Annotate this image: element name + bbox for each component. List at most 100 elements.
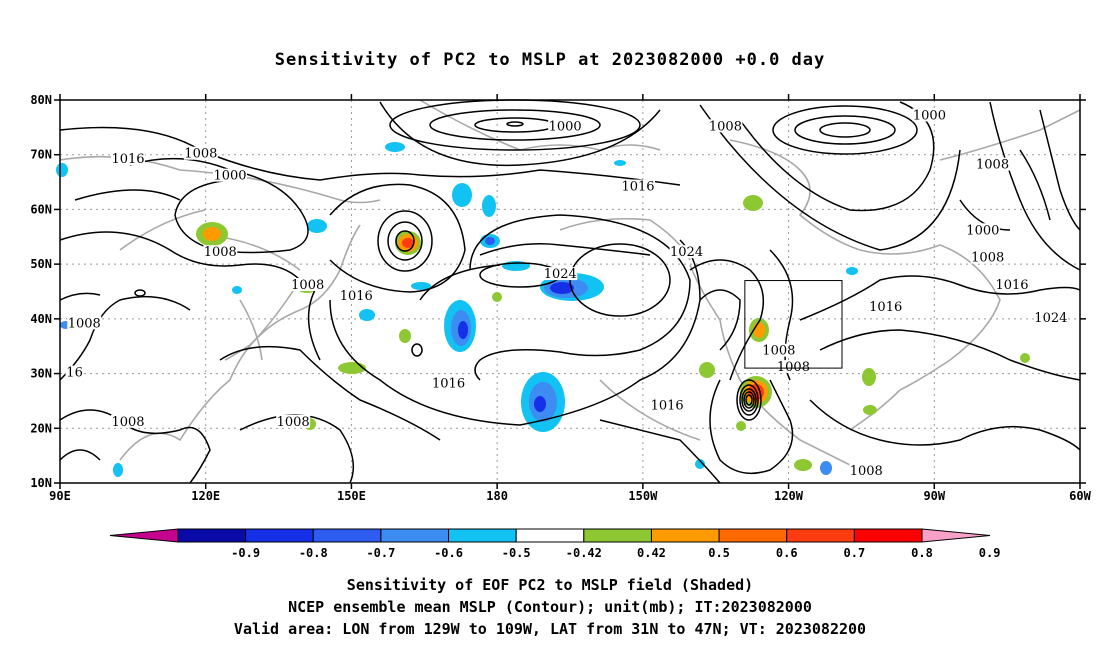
contour-label-bg xyxy=(621,179,655,193)
contour-label: 1016 xyxy=(340,289,373,304)
contour-labels: 1016 1008 1000 1008 1000 1008 1000 1008 1016 1024… xyxy=(65,108,1068,479)
colorbar-high-arrow xyxy=(921,528,991,543)
caption-line-3: Valid area: LON from 129W to 109W, LAT f… xyxy=(233,620,867,638)
contour-label: 1016 xyxy=(432,377,465,392)
lat-tick-label: 10N xyxy=(30,476,52,490)
mslp-contours xyxy=(59,99,1081,484)
contour-label: 1008 xyxy=(204,245,237,260)
contour-label: 1008 xyxy=(111,415,144,430)
lat-tick-label: 60N xyxy=(30,202,52,216)
contour-label: 1000 xyxy=(966,223,999,238)
colorbar-tick-label: 0.9 xyxy=(979,546,1001,560)
contour-label-bg xyxy=(543,267,578,281)
colorbar-tick-label: -0.7 xyxy=(366,546,395,560)
lon-tick-label: 150W xyxy=(628,489,658,503)
colorbar-tick-label: -0.6 xyxy=(434,546,463,560)
contour-label-bg xyxy=(276,414,311,428)
caption-line-2: NCEP ensemble mean MSLP (Contour); unit(… xyxy=(288,598,812,616)
lat-tick-label: 80N xyxy=(30,93,52,107)
contour-label-bg xyxy=(868,299,903,313)
colorbar-segment xyxy=(786,528,855,543)
contour-label-bg xyxy=(708,119,743,133)
figure-captions: Sensitivity of EOF PC2 to MSLP field (Sh… xyxy=(0,574,1100,640)
colorbar-segment xyxy=(650,528,720,543)
contour-label-bg xyxy=(970,250,1005,264)
contour-label: 1016 xyxy=(995,278,1028,293)
contour-label: 1000 xyxy=(213,169,246,184)
caption-line-1: Sensitivity of EOF PC2 to MSLP field (Sh… xyxy=(346,576,754,594)
contour-label-bg xyxy=(975,157,1010,171)
colorbar-low-arrow xyxy=(109,528,179,543)
colorbar-tick-label: -0.5 xyxy=(502,546,531,560)
lon-tick-label: 90E xyxy=(49,489,71,503)
colorbar-tick-label: -0.9 xyxy=(231,546,260,560)
colorbar-segment xyxy=(380,528,450,543)
colorbar-tick-label: 0.8 xyxy=(911,546,933,560)
contour-label-bg xyxy=(111,414,145,428)
contour-label-bg xyxy=(1033,310,1068,324)
contour-label-bg xyxy=(183,146,218,160)
contour-label-bg xyxy=(111,152,145,166)
colorbar-tick-label: 0.5 xyxy=(708,546,730,560)
colorbar-tick-label: -0.42 xyxy=(566,546,602,560)
colorbar-segment xyxy=(515,528,585,543)
contour-label: 1008 xyxy=(762,344,795,359)
contour-label-bg xyxy=(213,168,247,182)
contour-label-bg xyxy=(290,278,325,292)
contour-label-bg xyxy=(431,376,466,390)
contour-label: 1016 xyxy=(869,300,902,315)
contour-label: 1008 xyxy=(277,415,310,430)
lat-tick-label: 70N xyxy=(30,148,52,162)
colorbar-tick-label: 0.6 xyxy=(776,546,798,560)
lon-tick-label: 90W xyxy=(923,489,945,503)
contour-label-bg xyxy=(548,119,583,133)
contour-label: 1000 xyxy=(549,119,582,134)
contour-label-bg xyxy=(965,223,1000,237)
contour-label-bg xyxy=(339,288,374,302)
colorbar-segment xyxy=(245,528,314,543)
contour-label-bg xyxy=(761,343,796,357)
contour-label: 1016 xyxy=(651,398,684,413)
contour-label-bg xyxy=(650,398,685,412)
lon-tick-label: 60W xyxy=(1069,489,1091,503)
contour-label: 1000 xyxy=(913,108,946,123)
contour-label: 16 xyxy=(66,366,83,381)
lon-tick-label: 120E xyxy=(191,489,220,503)
chart-title: Sensitivity of PC2 to MSLP at 2023082000… xyxy=(274,50,826,70)
lat-tick-label: 50N xyxy=(30,257,52,271)
lon-tick-label: 150E xyxy=(337,489,366,503)
contour-label-bg xyxy=(912,108,947,122)
contour-label-bg xyxy=(776,360,811,374)
contour-label: 1008 xyxy=(709,119,742,134)
contour-label-bg xyxy=(669,245,704,259)
contour-label: 1008 xyxy=(976,158,1009,173)
lon-tick-label: 180 xyxy=(486,489,508,503)
colorbar-segment xyxy=(583,528,652,543)
contour-label-bg xyxy=(995,278,1029,292)
colorbar: -0.9 -0.8 -0.7 -0.6 -0.5 -0.42 0.42 0.5 0.6 0.7 0.… xyxy=(109,528,1001,560)
contour-label: 1008 xyxy=(971,251,1004,266)
lon-tick-label: 120W xyxy=(774,489,804,503)
contour-label-bg xyxy=(849,464,884,478)
colorbar-segment xyxy=(312,528,382,543)
colorbar-segment xyxy=(448,528,517,543)
lat-tick-label: 30N xyxy=(30,367,52,381)
colorbar-tick-label: 0.7 xyxy=(844,546,866,560)
contour-label: 1008 xyxy=(291,278,324,293)
colorbar-segment xyxy=(718,528,788,543)
colorbar-segment xyxy=(853,528,923,543)
lat-tick-label: 20N xyxy=(30,421,52,435)
contour-label: 1008 xyxy=(68,316,101,331)
valid-area-box xyxy=(744,280,843,369)
colorbar-tick-label: -0.8 xyxy=(299,546,328,560)
contour-label-bg xyxy=(65,365,84,379)
contour-label: 1024 xyxy=(670,245,703,260)
contour-label: 1024 xyxy=(1034,311,1067,326)
contour-label: 1024 xyxy=(544,267,577,282)
contour-label: 1016 xyxy=(621,180,654,195)
map-frame xyxy=(59,99,1081,484)
lat-tick-label: 40N xyxy=(30,312,52,326)
contour-label-bg xyxy=(203,245,238,259)
